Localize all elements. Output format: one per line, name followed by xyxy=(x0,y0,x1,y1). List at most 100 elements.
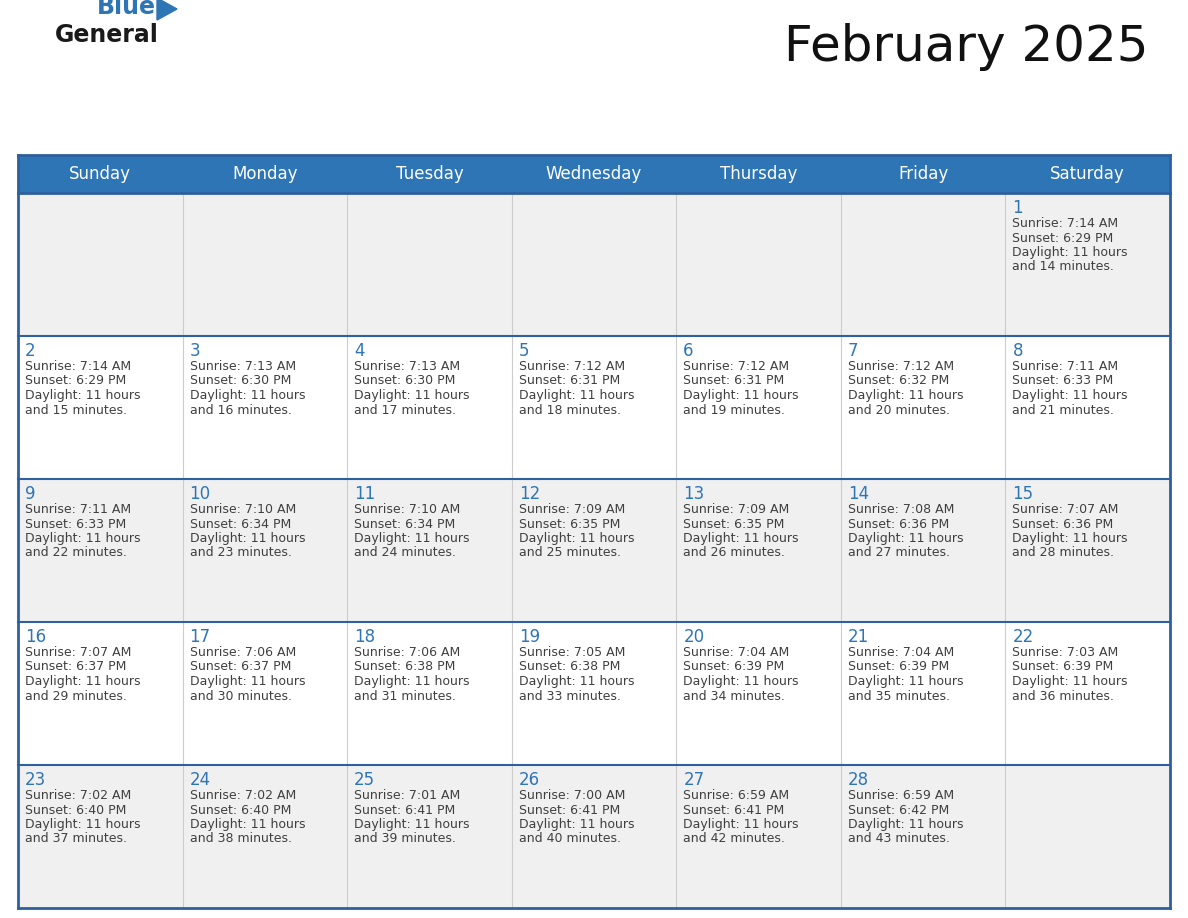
Text: Sunset: 6:34 PM: Sunset: 6:34 PM xyxy=(190,518,291,531)
Text: Sunrise: 7:00 AM: Sunrise: 7:00 AM xyxy=(519,789,625,802)
Text: 24: 24 xyxy=(190,771,210,789)
Text: and 22 minutes.: and 22 minutes. xyxy=(25,546,127,559)
Text: Daylight: 11 hours: Daylight: 11 hours xyxy=(519,532,634,545)
Text: and 29 minutes.: and 29 minutes. xyxy=(25,689,127,702)
Text: 15: 15 xyxy=(1012,485,1034,503)
Text: Sunset: 6:30 PM: Sunset: 6:30 PM xyxy=(354,375,455,387)
Text: Sunrise: 7:01 AM: Sunrise: 7:01 AM xyxy=(354,789,461,802)
Text: Daylight: 11 hours: Daylight: 11 hours xyxy=(683,532,798,545)
Bar xyxy=(18,479,1170,622)
Text: Sunrise: 7:06 AM: Sunrise: 7:06 AM xyxy=(354,646,461,659)
Text: 22: 22 xyxy=(1012,628,1034,646)
Text: Friday: Friday xyxy=(898,165,948,183)
Text: Sunrise: 7:04 AM: Sunrise: 7:04 AM xyxy=(848,646,954,659)
Text: Sunrise: 7:12 AM: Sunrise: 7:12 AM xyxy=(683,360,789,373)
Text: Daylight: 11 hours: Daylight: 11 hours xyxy=(519,389,634,402)
Text: 1: 1 xyxy=(1012,199,1023,217)
Text: Sunset: 6:29 PM: Sunset: 6:29 PM xyxy=(1012,231,1113,244)
Text: Sunset: 6:34 PM: Sunset: 6:34 PM xyxy=(354,518,455,531)
Text: Sunrise: 7:14 AM: Sunrise: 7:14 AM xyxy=(25,360,131,373)
Text: and 19 minutes.: and 19 minutes. xyxy=(683,404,785,417)
Text: Sunset: 6:33 PM: Sunset: 6:33 PM xyxy=(1012,375,1113,387)
Text: 14: 14 xyxy=(848,485,868,503)
Text: Daylight: 11 hours: Daylight: 11 hours xyxy=(848,532,963,545)
Text: Sunset: 6:32 PM: Sunset: 6:32 PM xyxy=(848,375,949,387)
Text: and 14 minutes.: and 14 minutes. xyxy=(1012,261,1114,274)
Text: and 36 minutes.: and 36 minutes. xyxy=(1012,689,1114,702)
Text: 8: 8 xyxy=(1012,342,1023,360)
Text: Daylight: 11 hours: Daylight: 11 hours xyxy=(683,675,798,688)
Text: and 24 minutes.: and 24 minutes. xyxy=(354,546,456,559)
Text: 16: 16 xyxy=(25,628,46,646)
Text: Daylight: 11 hours: Daylight: 11 hours xyxy=(354,389,469,402)
Text: 27: 27 xyxy=(683,771,704,789)
Text: Sunset: 6:38 PM: Sunset: 6:38 PM xyxy=(354,660,455,674)
Text: Daylight: 11 hours: Daylight: 11 hours xyxy=(683,818,798,831)
Text: Daylight: 11 hours: Daylight: 11 hours xyxy=(25,818,140,831)
Text: Sunrise: 7:06 AM: Sunrise: 7:06 AM xyxy=(190,646,296,659)
Text: Daylight: 11 hours: Daylight: 11 hours xyxy=(848,818,963,831)
Text: 19: 19 xyxy=(519,628,539,646)
Text: Sunrise: 7:04 AM: Sunrise: 7:04 AM xyxy=(683,646,790,659)
Text: Sunset: 6:30 PM: Sunset: 6:30 PM xyxy=(190,375,291,387)
Text: Daylight: 11 hours: Daylight: 11 hours xyxy=(25,675,140,688)
Text: Sunset: 6:35 PM: Sunset: 6:35 PM xyxy=(519,518,620,531)
Text: 4: 4 xyxy=(354,342,365,360)
Text: 28: 28 xyxy=(848,771,868,789)
Text: Daylight: 11 hours: Daylight: 11 hours xyxy=(848,675,963,688)
Text: Daylight: 11 hours: Daylight: 11 hours xyxy=(190,675,305,688)
Text: Sunset: 6:39 PM: Sunset: 6:39 PM xyxy=(848,660,949,674)
Text: 6: 6 xyxy=(683,342,694,360)
Text: and 43 minutes.: and 43 minutes. xyxy=(848,833,949,845)
Text: Sunset: 6:40 PM: Sunset: 6:40 PM xyxy=(25,803,126,816)
Text: Sunset: 6:37 PM: Sunset: 6:37 PM xyxy=(190,660,291,674)
Text: Daylight: 11 hours: Daylight: 11 hours xyxy=(1012,675,1127,688)
Text: Sunday: Sunday xyxy=(69,165,132,183)
Text: Sunrise: 7:07 AM: Sunrise: 7:07 AM xyxy=(1012,503,1119,516)
Text: Sunrise: 7:14 AM: Sunrise: 7:14 AM xyxy=(1012,217,1119,230)
Text: Sunrise: 7:12 AM: Sunrise: 7:12 AM xyxy=(848,360,954,373)
Text: Sunrise: 7:12 AM: Sunrise: 7:12 AM xyxy=(519,360,625,373)
Text: and 39 minutes.: and 39 minutes. xyxy=(354,833,456,845)
Text: Sunset: 6:40 PM: Sunset: 6:40 PM xyxy=(190,803,291,816)
Text: Sunrise: 7:03 AM: Sunrise: 7:03 AM xyxy=(1012,646,1119,659)
Text: and 23 minutes.: and 23 minutes. xyxy=(190,546,291,559)
Text: and 33 minutes.: and 33 minutes. xyxy=(519,689,620,702)
Text: 11: 11 xyxy=(354,485,375,503)
Text: Sunrise: 7:11 AM: Sunrise: 7:11 AM xyxy=(25,503,131,516)
Text: and 37 minutes.: and 37 minutes. xyxy=(25,833,127,845)
Text: and 42 minutes.: and 42 minutes. xyxy=(683,833,785,845)
Polygon shape xyxy=(157,0,177,20)
Text: Blue: Blue xyxy=(97,0,156,19)
Text: Daylight: 11 hours: Daylight: 11 hours xyxy=(354,818,469,831)
Text: Daylight: 11 hours: Daylight: 11 hours xyxy=(190,532,305,545)
Text: Sunset: 6:29 PM: Sunset: 6:29 PM xyxy=(25,375,126,387)
Text: 13: 13 xyxy=(683,485,704,503)
Bar xyxy=(18,622,1170,765)
Text: Sunrise: 7:10 AM: Sunrise: 7:10 AM xyxy=(354,503,461,516)
Text: Sunset: 6:36 PM: Sunset: 6:36 PM xyxy=(1012,518,1113,531)
Text: Daylight: 11 hours: Daylight: 11 hours xyxy=(25,532,140,545)
Text: Sunrise: 7:10 AM: Sunrise: 7:10 AM xyxy=(190,503,296,516)
Text: Daylight: 11 hours: Daylight: 11 hours xyxy=(519,818,634,831)
Text: and 40 minutes.: and 40 minutes. xyxy=(519,833,620,845)
Text: 26: 26 xyxy=(519,771,539,789)
Text: Saturday: Saturday xyxy=(1050,165,1125,183)
Text: Wednesday: Wednesday xyxy=(545,165,643,183)
Text: Sunset: 6:39 PM: Sunset: 6:39 PM xyxy=(1012,660,1113,674)
Text: 21: 21 xyxy=(848,628,870,646)
Text: Daylight: 11 hours: Daylight: 11 hours xyxy=(1012,246,1127,259)
Text: Daylight: 11 hours: Daylight: 11 hours xyxy=(683,389,798,402)
Text: Sunset: 6:37 PM: Sunset: 6:37 PM xyxy=(25,660,126,674)
Text: 7: 7 xyxy=(848,342,859,360)
Text: and 16 minutes.: and 16 minutes. xyxy=(190,404,291,417)
Text: Daylight: 11 hours: Daylight: 11 hours xyxy=(190,818,305,831)
Text: Daylight: 11 hours: Daylight: 11 hours xyxy=(354,532,469,545)
Text: Sunrise: 7:07 AM: Sunrise: 7:07 AM xyxy=(25,646,132,659)
Text: and 26 minutes.: and 26 minutes. xyxy=(683,546,785,559)
Text: 17: 17 xyxy=(190,628,210,646)
Text: 3: 3 xyxy=(190,342,201,360)
Text: Sunset: 6:41 PM: Sunset: 6:41 PM xyxy=(519,803,620,816)
Text: Daylight: 11 hours: Daylight: 11 hours xyxy=(25,389,140,402)
Text: February 2025: February 2025 xyxy=(784,23,1148,71)
